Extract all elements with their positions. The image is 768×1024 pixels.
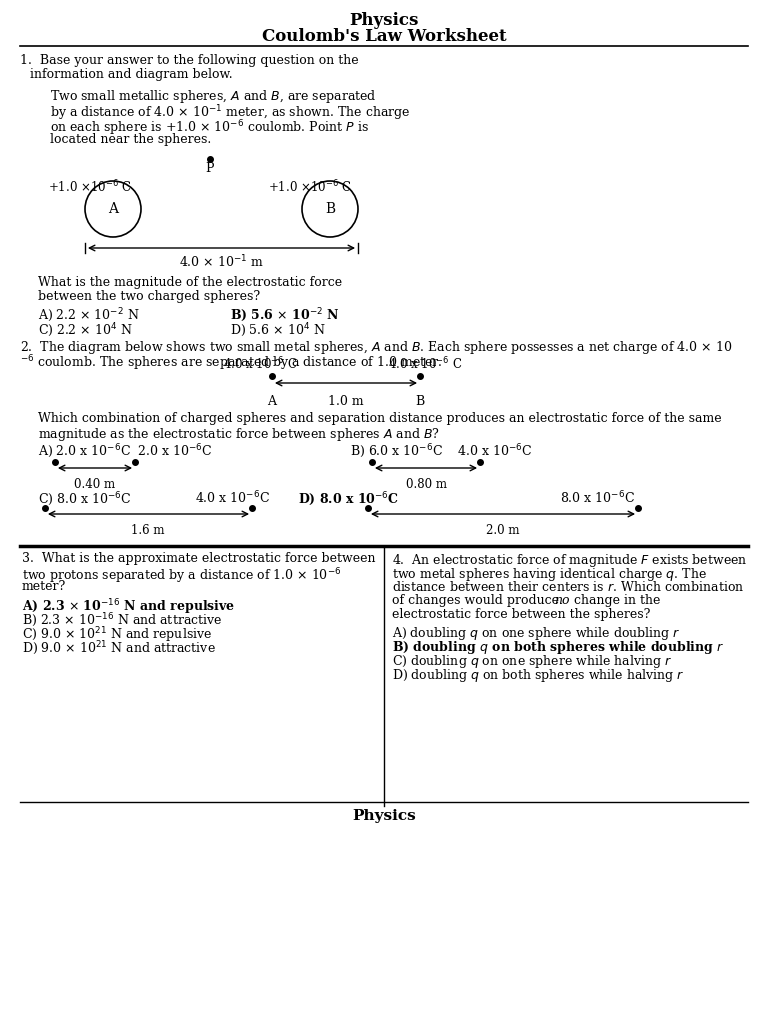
Text: B) 2.3 $\times$ 10$^{-16}$ N and attractive: B) 2.3 $\times$ 10$^{-16}$ N and attract… <box>22 611 222 629</box>
Text: D) 5.6 $\times$ 10$^4$ N: D) 5.6 $\times$ 10$^4$ N <box>230 321 326 339</box>
Text: $^{-6}$ coulomb. The spheres are separated by a distance of 1.0 meter.: $^{-6}$ coulomb. The spheres are separat… <box>20 353 442 373</box>
Text: C) 2.2 $\times$ 10$^4$ N: C) 2.2 $\times$ 10$^4$ N <box>38 321 133 339</box>
Text: of changes would produce: of changes would produce <box>392 594 563 607</box>
Text: What is the magnitude of the electrostatic force: What is the magnitude of the electrostat… <box>38 276 342 289</box>
Text: meter?: meter? <box>22 580 66 593</box>
Text: 4.  An electrostatic force of magnitude $F$ exists between: 4. An electrostatic force of magnitude $… <box>392 552 747 569</box>
Text: B: B <box>325 202 335 216</box>
Text: Which combination of charged spheres and separation distance produces an electro: Which combination of charged spheres and… <box>38 412 722 425</box>
Text: C) doubling $q$ on one sphere while halving $r$: C) doubling $q$ on one sphere while halv… <box>392 653 672 670</box>
Text: two protons separated by a distance of 1.0 $\times$ 10$^{-6}$: two protons separated by a distance of 1… <box>22 566 341 586</box>
Text: +1.0 $\times$10$^{-6}$ C: +1.0 $\times$10$^{-6}$ C <box>268 179 352 196</box>
Text: by a distance of 4.0 $\times$ 10$^{-1}$ meter, as shown. The charge: by a distance of 4.0 $\times$ 10$^{-1}$ … <box>50 103 411 123</box>
Text: on each sphere is +1.0 $\times$ 10$^{-6}$ coulomb. Point $P$ is: on each sphere is +1.0 $\times$ 10$^{-6}… <box>50 118 369 137</box>
Text: located near the spheres.: located near the spheres. <box>50 133 211 146</box>
Text: A) 2.2 $\times$ 10$^{-2}$ N: A) 2.2 $\times$ 10$^{-2}$ N <box>38 306 140 324</box>
Text: A) 2.3 $\times$ 10$^{-16}$ N and repulsive: A) 2.3 $\times$ 10$^{-16}$ N and repulsi… <box>22 597 235 616</box>
Text: C) 9.0 $\times$ 10$^{21}$ N and repulsive: C) 9.0 $\times$ 10$^{21}$ N and repulsiv… <box>22 625 212 644</box>
Text: 4.0 x 10$^{-6}$ C: 4.0 x 10$^{-6}$ C <box>388 356 462 373</box>
Text: A) 2.0 x 10$^{-6}$C  2.0 x 10$^{-6}$C: A) 2.0 x 10$^{-6}$C 2.0 x 10$^{-6}$C <box>38 442 213 460</box>
Text: 3.  What is the approximate electrostatic force between: 3. What is the approximate electrostatic… <box>22 552 376 565</box>
Text: Physics: Physics <box>352 809 416 823</box>
Text: 1.6 m: 1.6 m <box>131 524 165 537</box>
Text: D) 8.0 x 10$^{-6}$C: D) 8.0 x 10$^{-6}$C <box>298 490 399 508</box>
Text: between the two charged spheres?: between the two charged spheres? <box>38 290 260 303</box>
Text: 8.0 x 10$^{-6}$C: 8.0 x 10$^{-6}$C <box>560 490 635 507</box>
Text: 0.80 m: 0.80 m <box>406 478 446 490</box>
Text: 2.  The diagram below shows two small metal spheres, $A$ and $B$. Each sphere po: 2. The diagram below shows two small met… <box>20 339 732 356</box>
Text: two metal spheres having identical charge $q$. The: two metal spheres having identical charg… <box>392 566 707 583</box>
Text: A: A <box>267 395 276 408</box>
Text: D) doubling $q$ on both spheres while halving $r$: D) doubling $q$ on both spheres while ha… <box>392 667 684 684</box>
Text: A) doubling $q$ on one sphere while doubling $r$: A) doubling $q$ on one sphere while doub… <box>392 625 680 642</box>
Text: +1.0 $\times$10$^{-6}$ C: +1.0 $\times$10$^{-6}$ C <box>48 179 131 196</box>
Text: 4.0 x 10$^{-6}$ C: 4.0 x 10$^{-6}$ C <box>223 356 297 373</box>
Text: 0.40 m: 0.40 m <box>74 478 115 490</box>
Text: 1.  Base your answer to the following question on the: 1. Base your answer to the following que… <box>20 54 359 67</box>
Text: magnitude as the electrostatic force between spheres $A$ and $B$?: magnitude as the electrostatic force bet… <box>38 426 440 443</box>
Text: C) 8.0 x 10$^{-6}$C: C) 8.0 x 10$^{-6}$C <box>38 490 131 508</box>
Text: Physics: Physics <box>349 12 419 29</box>
Text: 1.0 m: 1.0 m <box>328 395 364 408</box>
Text: A: A <box>108 202 118 216</box>
Text: Coulomb's Law Worksheet: Coulomb's Law Worksheet <box>262 28 506 45</box>
Text: 4.0 $\times$ 10$^{-1}$ m: 4.0 $\times$ 10$^{-1}$ m <box>178 254 263 270</box>
Text: change in the: change in the <box>570 594 660 607</box>
Text: electrostatic force between the spheres?: electrostatic force between the spheres? <box>392 608 650 621</box>
Text: Two small metallic spheres, $A$ and $B$, are separated: Two small metallic spheres, $A$ and $B$,… <box>50 88 376 105</box>
Text: 2.0 m: 2.0 m <box>486 524 520 537</box>
Text: P: P <box>206 162 214 175</box>
Text: D) 9.0 $\times$ 10$^{21}$ N and attractive: D) 9.0 $\times$ 10$^{21}$ N and attracti… <box>22 639 216 656</box>
Text: distance between their centers is $r$. Which combination: distance between their centers is $r$. W… <box>392 580 744 594</box>
Text: information and diagram below.: information and diagram below. <box>30 68 233 81</box>
Text: B) 6.0 x 10$^{-6}$C    4.0 x 10$^{-6}$C: B) 6.0 x 10$^{-6}$C 4.0 x 10$^{-6}$C <box>350 442 533 460</box>
Text: 4.0 x 10$^{-6}$C: 4.0 x 10$^{-6}$C <box>195 490 270 507</box>
Text: no: no <box>554 594 570 607</box>
Text: B) doubling $q$ on both spheres while doubling $r$: B) doubling $q$ on both spheres while do… <box>392 639 724 656</box>
Text: B: B <box>415 395 425 408</box>
Text: B) 5.6 $\times$ 10$^{-2}$ N: B) 5.6 $\times$ 10$^{-2}$ N <box>230 306 339 324</box>
